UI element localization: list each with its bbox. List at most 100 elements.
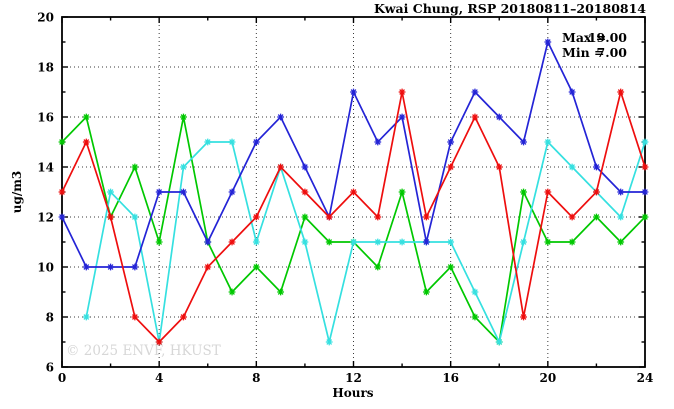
data-point-marker: [204, 138, 212, 146]
data-point-marker: [617, 88, 625, 96]
y-tick-label: 8: [46, 311, 54, 325]
data-point-marker: [277, 163, 285, 171]
data-point-marker: [277, 288, 285, 296]
data-point-marker: [82, 313, 90, 321]
data-point-marker: [495, 113, 503, 121]
data-point-marker: [252, 263, 260, 271]
data-point-marker: [82, 113, 90, 121]
data-point-marker: [180, 313, 187, 321]
data-point-marker: [131, 263, 139, 271]
data-point-marker: [228, 238, 236, 246]
series-line: [85, 140, 646, 345]
data-point-marker: [374, 213, 382, 221]
data-point-marker: [617, 238, 625, 246]
data-point-marker: [520, 138, 527, 146]
data-point-marker: [180, 113, 187, 121]
data-point-marker: [131, 213, 139, 221]
data-point-marker: [301, 238, 309, 246]
data-point-marker: [447, 138, 455, 146]
data-point-marker: [520, 238, 527, 246]
min-annotation-label: Min =: [562, 45, 605, 60]
data-point-marker: [471, 88, 479, 96]
data-point-marker: [374, 138, 382, 146]
x-tick-label: 12: [345, 371, 362, 385]
watermark: © 2025 ENVF, HKUST: [66, 343, 221, 359]
data-point-marker: [301, 188, 309, 196]
data-point-marker: [325, 338, 333, 346]
data-point-marker: [228, 138, 236, 146]
data-point-marker: [593, 213, 600, 221]
data-point-marker: [228, 188, 236, 196]
data-point-marker: [301, 163, 309, 171]
y-tick-label: 20: [37, 11, 54, 25]
data-point-marker: [641, 213, 649, 221]
data-point-marker: [568, 213, 576, 221]
data-point-marker: [252, 213, 260, 221]
y-tick-label: 10: [37, 261, 54, 275]
series-red: [58, 88, 649, 346]
data-point-marker: [374, 238, 382, 246]
x-tick-label: 8: [252, 371, 260, 385]
data-point-marker: [471, 113, 479, 121]
data-point-marker: [398, 188, 406, 196]
data-point-marker: [617, 213, 625, 221]
data-point-marker: [520, 313, 527, 321]
y-axis-title: ug/m3: [10, 171, 24, 214]
data-point-marker: [544, 188, 552, 196]
data-point-marker: [544, 38, 552, 46]
x-axis-title: Hours: [332, 386, 373, 400]
data-point-marker: [180, 188, 187, 196]
x-tick-label: 16: [442, 371, 459, 385]
data-point-marker: [325, 213, 333, 221]
data-point-marker: [398, 88, 406, 96]
data-point-marker: [641, 138, 649, 146]
data-point-marker: [82, 138, 90, 146]
data-point-marker: [617, 188, 625, 196]
data-point-marker: [447, 238, 455, 246]
data-point-marker: [350, 238, 357, 246]
data-point-marker: [155, 188, 163, 196]
data-point-marker: [325, 238, 333, 246]
data-point-marker: [131, 313, 139, 321]
data-point-marker: [398, 238, 406, 246]
data-point-marker: [447, 263, 455, 271]
x-tick-labels: 0 4 8 12 16 20 24: [58, 371, 654, 385]
data-point-marker: [301, 213, 309, 221]
data-point-marker: [107, 188, 114, 196]
y-tick-label: 14: [37, 161, 54, 175]
data-point-marker: [228, 288, 236, 296]
x-tick-label: 24: [637, 371, 654, 385]
data-point-marker: [58, 188, 66, 196]
data-point-marker: [593, 163, 600, 171]
data-point-marker: [155, 338, 163, 346]
x-tick-label: 20: [539, 371, 556, 385]
data-point-marker: [131, 163, 139, 171]
data-point-marker: [568, 238, 576, 246]
data-point-marker: [58, 213, 66, 221]
max-annotation-value: 19.00: [588, 30, 627, 45]
data-point-marker: [471, 288, 479, 296]
data-point-marker: [252, 138, 260, 146]
series-lines: [58, 38, 649, 346]
data-point-marker: [107, 263, 114, 271]
data-point-marker: [544, 238, 552, 246]
data-point-marker: [568, 163, 576, 171]
min-annotation-value: 7.00: [597, 45, 628, 60]
data-point-marker: [350, 88, 357, 96]
data-point-marker: [204, 238, 212, 246]
data-point-marker: [180, 163, 187, 171]
data-point-marker: [447, 163, 455, 171]
data-point-marker: [107, 213, 114, 221]
x-tick-label: 4: [155, 371, 163, 385]
data-point-marker: [422, 213, 430, 221]
data-point-marker: [277, 113, 285, 121]
data-point-marker: [495, 163, 503, 171]
data-point-marker: [593, 188, 600, 196]
data-point-marker: [350, 188, 357, 196]
data-point-marker: [471, 313, 479, 321]
data-point-marker: [641, 188, 649, 196]
data-point-marker: [544, 138, 552, 146]
y-tick-label: 6: [46, 361, 54, 375]
